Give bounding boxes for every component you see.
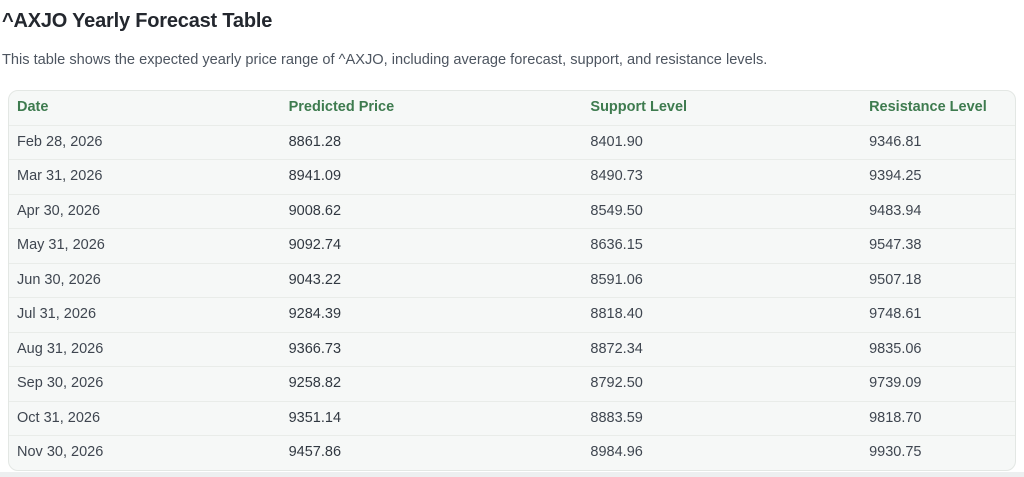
resistance-level-cell: 9507.18 — [861, 263, 1015, 298]
date-cell: Jun 30, 2026 — [9, 263, 281, 298]
predicted-price-cell: 9008.62 — [280, 194, 583, 229]
resistance-level-cell: 9818.70 — [861, 401, 1015, 436]
support-level-cell: 8490.73 — [582, 159, 862, 195]
date-cell: Aug 31, 2026 — [9, 332, 281, 367]
table-row: Apr 30, 2026 9008.62 8549.50 9483.94 — [9, 194, 1015, 229]
predicted-price-cell: 9457.86 — [288, 444, 342, 460]
forecast-table: Date Predicted Price Support Level Resis… — [9, 91, 1015, 470]
column-header-predicted-price: Predicted Price — [280, 91, 583, 126]
predicted-price-cell: 8941.09 — [280, 159, 583, 195]
page-title: ^AXJO Yearly Forecast Table — [2, 10, 273, 32]
date-cell: Apr 30, 2026 — [9, 194, 281, 229]
column-header-support-level: Support Level — [582, 91, 862, 126]
table-row: Mar 31, 2026 8941.09 8490.73 9394.25 — [9, 159, 1015, 195]
table-row: Jul 31, 2026 9284.39 8818.40 9748.61 — [9, 297, 1015, 333]
support-level-cell: 8636.15 — [582, 228, 862, 264]
support-level-cell: 8792.50 — [582, 366, 862, 402]
support-level-cell: 8984.96 — [590, 444, 643, 460]
resistance-level-cell: 9483.94 — [861, 194, 1015, 229]
page-description: This table shows the expected yearly pri… — [2, 52, 768, 68]
table-row: Nov 30, 2026 9457.86 8984.96 9930.75 — [9, 436, 1015, 470]
table-header-row: Date Predicted Price Support Level Resis… — [9, 91, 1015, 126]
resistance-level-cell: 9835.06 — [861, 332, 1015, 367]
forecast-table-card: Date Predicted Price Support Level Resis… — [8, 90, 1016, 471]
predicted-price-cell: 9284.39 — [280, 297, 583, 333]
predicted-price-cell: 9043.22 — [280, 263, 583, 298]
resistance-level-cell: 9394.25 — [861, 159, 1015, 195]
table-row: Feb 28, 2026 8861.28 8401.90 9346.81 — [9, 125, 1015, 160]
support-level-cell: 8549.50 — [582, 194, 862, 229]
table-row: Sep 30, 2026 9258.82 8792.50 9739.09 — [9, 366, 1015, 402]
resistance-level-cell: 9346.81 — [861, 125, 1015, 160]
date-cell: May 31, 2026 — [9, 228, 281, 264]
resistance-level-cell: 9547.38 — [861, 228, 1015, 264]
date-cell: Feb 28, 2026 — [9, 125, 281, 160]
date-cell: Jul 31, 2026 — [9, 297, 281, 333]
support-level-cell: 8401.90 — [582, 125, 862, 160]
date-cell: Nov 30, 2026 — [17, 444, 104, 460]
date-cell: Oct 31, 2026 — [9, 401, 281, 436]
support-level-cell: 8818.40 — [582, 297, 862, 333]
support-level-cell: 8872.34 — [582, 332, 862, 367]
predicted-price-cell: 8861.28 — [280, 125, 583, 160]
predicted-price-cell: 9366.73 — [280, 332, 583, 367]
table-row: Jun 30, 2026 9043.22 8591.06 9507.18 — [9, 263, 1015, 298]
resistance-level-cell: 9748.61 — [861, 297, 1015, 333]
resistance-level-cell: 9930.75 — [869, 444, 922, 460]
predicted-price-cell: 9092.74 — [280, 228, 583, 264]
predicted-price-cell: 9258.82 — [280, 366, 583, 402]
column-header-resistance-level: Resistance Level — [861, 91, 1015, 126]
table-row: Aug 31, 2026 9366.73 8872.34 9835.06 — [9, 332, 1015, 367]
predicted-price-cell: 9351.14 — [280, 401, 583, 436]
table-row: May 31, 2026 9092.74 8636.15 9547.38 — [9, 228, 1015, 264]
resistance-level-cell: 9739.09 — [861, 366, 1015, 402]
date-cell: Sep 30, 2026 — [9, 366, 281, 402]
support-level-cell: 8883.59 — [582, 401, 862, 436]
column-header-date: Date — [9, 91, 281, 126]
table-row: Oct 31, 2026 9351.14 8883.59 9818.70 — [9, 401, 1015, 436]
support-level-cell: 8591.06 — [582, 263, 862, 298]
page-background-strip — [0, 472, 1024, 477]
date-cell: Mar 31, 2026 — [9, 159, 281, 195]
